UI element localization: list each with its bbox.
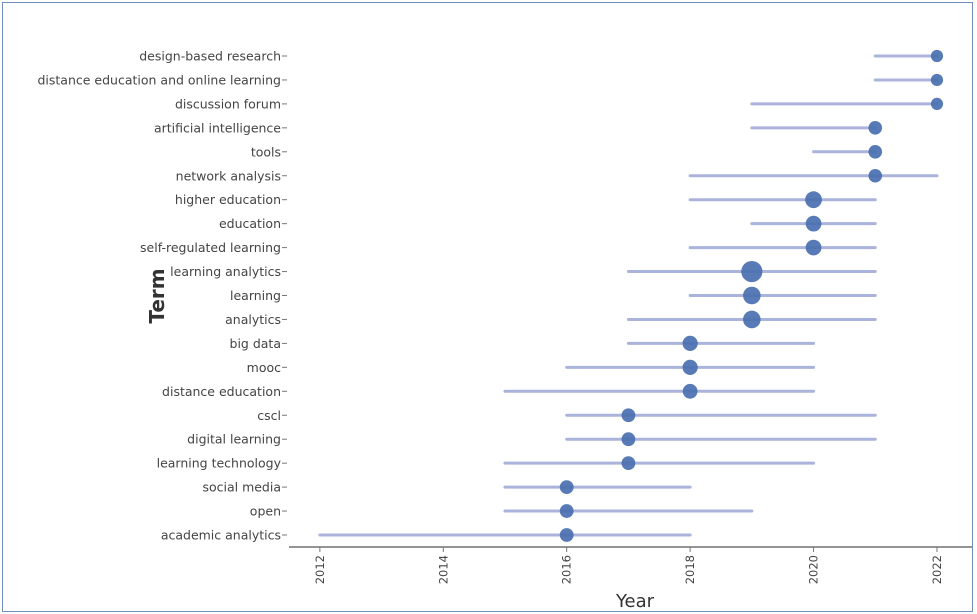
peak-point-social-media (559, 480, 574, 494)
peak-point-education (805, 215, 822, 232)
peak-point-cscl (621, 408, 636, 423)
term-label-network-analysis: network analysis (176, 168, 281, 183)
peak-point-artificial-intelligence (868, 121, 883, 135)
y-axis-title: Term (145, 268, 169, 323)
x-tick-label-2012: 2012 (313, 555, 327, 584)
term-label-distance-education: distance education (162, 384, 281, 399)
trend-topics-chart: design-based research distance education … (37, 49, 972, 612)
peak-point-open (559, 504, 574, 518)
peak-point-analytics (743, 310, 761, 329)
term-label-education: education (219, 216, 281, 231)
peak-point-design-based-research (930, 49, 944, 63)
peak-point-distance-education (682, 383, 698, 399)
x-tick-label-2014: 2014 (436, 555, 450, 584)
peak-point-learning (743, 286, 761, 305)
peak-point-tools (868, 145, 883, 159)
term-label-artificial-intelligence: artificial intelligence (154, 120, 281, 135)
x-tick-label-2018: 2018 (683, 555, 697, 584)
peak-point-big-data (682, 335, 698, 351)
y-ticks (282, 55, 287, 536)
term-label-tools: tools (251, 144, 281, 159)
peak-point-digital-learning (621, 432, 636, 447)
term-label-learning: learning (230, 288, 281, 303)
term-label-analytics: analytics (225, 312, 281, 327)
term-label-big-data: big data (230, 336, 281, 351)
term-label-academic-analytics: academic analytics (161, 528, 281, 543)
x-axis-title: Year (615, 591, 655, 612)
term-label-learning-analytics: learning analytics (170, 264, 281, 279)
term-label-self-regulated-learning: self-regulated learning (140, 240, 281, 255)
peak-point-learning-analytics (741, 260, 763, 283)
term-label-social-media: social media (202, 480, 281, 495)
term-label-mooc: mooc (247, 360, 281, 375)
peak-point-network-analysis (868, 168, 883, 183)
term-label-digital-learning: digital learning (187, 432, 281, 447)
term-labels: design-based research distance education … (37, 49, 281, 543)
x-tick-labels: 2012 2014 2016 2018 2020 2022 (313, 547, 944, 584)
peak-point-higher-education (805, 191, 822, 209)
term-label-cscl: cscl (257, 408, 281, 423)
term-label-distance-education-and-online-learning: distance education and online learning (37, 72, 281, 87)
peak-point-mooc (682, 359, 698, 375)
x-tick-label-2016: 2016 (560, 555, 574, 584)
peak-point-distance-education-and-online-learning (930, 73, 944, 87)
term-label-learning-technology: learning technology (157, 456, 282, 471)
term-label-discussion-forum: discussion forum (175, 96, 281, 111)
x-tick-label-2020: 2020 (807, 555, 821, 584)
peak-point-learning-technology (621, 456, 636, 471)
term-label-design-based-research: design-based research (139, 49, 281, 64)
x-tick-label-2022: 2022 (930, 555, 944, 584)
term-label-open: open (250, 504, 281, 519)
peak-point-discussion-forum (930, 97, 944, 110)
peak-point-self-regulated-learning (805, 239, 822, 256)
peak-points (559, 49, 944, 542)
peak-point-academic-analytics (559, 528, 574, 542)
term-label-higher-education: higher education (175, 192, 281, 207)
